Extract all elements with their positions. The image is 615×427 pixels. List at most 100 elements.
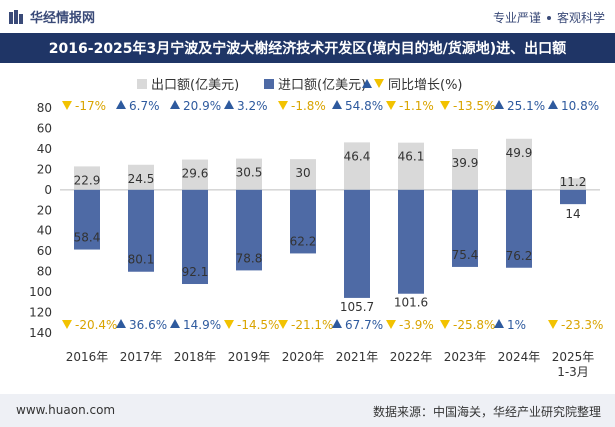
growth-down-triangle-icon [440,320,450,329]
legend-import-swatch [264,79,274,89]
export-growth-label: -1.8% [291,99,326,113]
y-tick-label: 80 [37,101,52,115]
export-value-label: 11.2 [560,175,587,189]
y-tick-label: 40 [37,142,52,156]
legend-export-swatch [137,79,147,89]
export-bar [452,149,478,190]
export-growth-label: 54.8% [345,99,383,113]
export-bar [560,178,586,190]
x-tick-label: 2024年 [498,350,541,364]
import-bar [344,189,370,298]
export-value-label: 30 [295,166,310,180]
export-growth-label: 3.2% [237,99,268,113]
growth-up-triangle-icon [332,319,342,328]
import-bar [506,189,532,268]
export-growth-label: -13.5% [453,99,495,113]
import-value-label: 101.6 [394,296,428,310]
export-bar [290,159,316,190]
logo-icon [9,9,23,24]
export-value-label: 29.6 [182,167,209,181]
growth-down-triangle-icon [386,101,396,110]
logo: 华经情报网 [8,7,95,26]
import-value-label: 14 [565,207,580,221]
slogan-right: 客观科学 [556,11,605,25]
import-value-label: 92.1 [182,265,209,279]
chart: 出口额(亿美元) 进口额(亿美元) 同比增长(%) 80 60 40 20 0 20 40 60 80… [29,78,603,379]
import-growth-label: -21.1% [291,318,333,332]
growth-up-triangle-icon [548,100,558,109]
y-tick-label: 100 [29,285,52,299]
slogan: 专业严谨 客观科学 [493,9,605,26]
chart-title-bar: 2016-2025年3月宁波及宁波大榭经济技术开发区(境内目的地/货源地)进、出… [0,33,615,63]
brand-name: 华经情报网 [30,11,96,26]
import-value-label: 78.8 [236,251,263,265]
growth-up-triangle-icon [224,100,234,109]
import-growth-label: 14.9% [183,318,221,332]
growth-up-triangle-icon [170,319,180,328]
export-bar [506,138,532,190]
export-value-label: 30.5 [236,166,263,180]
x-tick-label: 2019年 [228,350,271,364]
import-bar [236,189,262,271]
growth-up-triangle-icon [116,100,126,109]
import-bar [398,189,424,294]
export-value-label: 49.9 [506,146,533,160]
x-tick-label: 2020年 [282,350,325,364]
growth-up-triangle-icon [332,100,342,109]
import-value-label: 76.2 [506,249,533,263]
import-value-label: 62.2 [290,234,317,248]
export-growth-label: 10.8% [561,99,599,113]
y-tick-label: 140 [29,326,52,340]
x-tick-label: 2025年 [552,350,595,364]
growth-down-triangle-icon [386,320,396,329]
x-tick-label: 1-3月 [557,365,589,379]
import-growth-label: -23.3% [561,318,603,332]
growth-down-triangle-icon [224,320,234,329]
import-bar [128,189,154,272]
export-growth-label: 20.9% [183,99,221,113]
y-tick-label: 80 [37,265,52,279]
export-value-label: 22.9 [74,173,101,187]
export-value-label: 46.1 [398,150,425,164]
export-bar [182,159,208,190]
y-tick-label: 60 [37,121,52,135]
x-tick-label: 2017年 [120,350,163,364]
import-value-label: 105.7 [340,300,374,314]
footer: www.huaon.com 数据来源：中国海关，华经产业研究院整理 [0,394,615,427]
growth-up-triangle-icon [116,319,126,328]
export-bar [398,142,424,190]
export-value-label: 39.9 [452,156,479,170]
export-value-label: 24.5 [128,172,155,186]
growth-down-triangle-icon [278,320,288,329]
import-bar [74,189,100,250]
y-tick-label: 60 [37,244,52,258]
x-tick-label: 2023年 [444,350,487,364]
growth-down-triangle-icon [374,79,384,88]
import-bar [452,189,478,267]
x-tick-label: 2016年 [66,350,109,364]
growth-up-triangle-icon [362,79,372,88]
import-growth-label: -20.4% [75,318,117,332]
slogan-left: 专业严谨 [492,11,541,25]
legend-import-label: 进口额(亿美元) [278,78,366,93]
import-bar [560,189,586,205]
export-growth-label: -1.1% [399,99,434,113]
import-value-label: 75.4 [452,248,479,262]
export-bar [344,142,370,190]
y-tick-label: 120 [29,306,52,320]
x-tick-label: 2021年 [336,350,379,364]
separator-dot-icon [546,15,551,20]
export-growth-label: 6.7% [129,99,160,113]
chart-title: 2016-2025年3月宁波及宁波大榭经济技术开发区(境内目的地/货源地)进、出… [48,41,567,57]
export-growth-label: 25.1% [507,99,545,113]
growth-up-triangle-icon [170,100,180,109]
import-growth-label: 36.6% [129,318,167,332]
import-bar [182,189,208,285]
import-value-label: 58.4 [74,231,101,245]
growth-down-triangle-icon [62,320,72,329]
footer-website: www.huaon.com [16,403,116,417]
import-value-label: 80.1 [128,253,155,267]
legend-export-label: 出口额(亿美元) [151,78,239,93]
growth-up-triangle-icon [494,319,504,328]
y-tick-label: 40 [37,224,52,238]
